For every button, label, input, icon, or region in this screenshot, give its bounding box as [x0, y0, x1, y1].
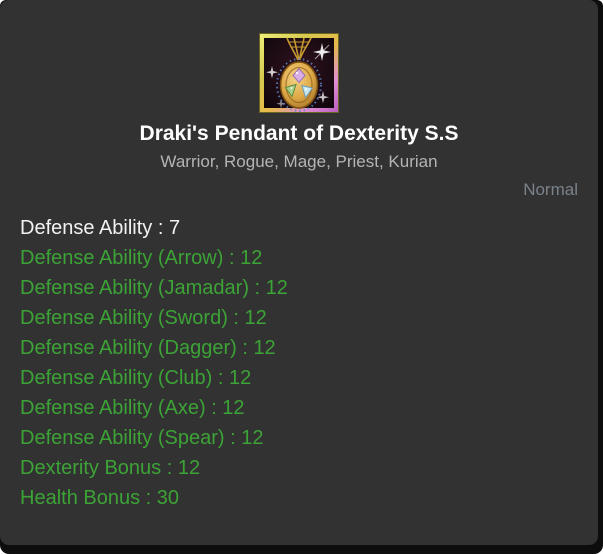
- stat-line: Defense Ability : 7: [20, 217, 181, 239]
- stat-line: Defense Ability (Dagger) : 12: [20, 337, 276, 359]
- stat-line: Defense Ability (Arrow) : 12: [20, 247, 263, 269]
- item-grade-label: Normal: [523, 180, 578, 199]
- stat-line: Defense Ability (Sword) : 12: [20, 307, 267, 329]
- stat-line: Dexterity Bonus : 12: [20, 457, 201, 479]
- item-icon-slot: [0, 0, 598, 113]
- grade-row: Normal: [0, 179, 598, 201]
- item-name: Draki's Pendant of Dexterity S.S: [139, 122, 459, 145]
- stat-line: Defense Ability (Club) : 12: [20, 367, 252, 389]
- stat-line: Health Bonus : 30: [20, 487, 179, 509]
- item-classes: Warrior, Rogue, Mage, Priest, Kurian: [160, 152, 438, 171]
- stat-line: Defense Ability (Jamadar) : 12: [20, 277, 288, 299]
- stat-line: Defense Ability (Spear) : 12: [20, 427, 264, 449]
- stats-list: Defense Ability : 7 Defense Ability (Arro…: [0, 213, 598, 513]
- item-tooltip-card: Draki's Pendant of Dexterity S.S Warrior…: [0, 0, 598, 545]
- stat-line: Defense Ability (Axe) : 12: [20, 397, 245, 419]
- pendant-icon: [259, 33, 339, 113]
